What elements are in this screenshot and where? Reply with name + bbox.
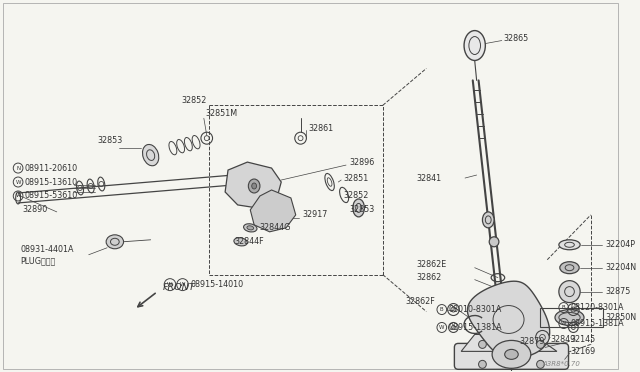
Circle shape xyxy=(479,340,486,349)
Ellipse shape xyxy=(143,144,159,166)
Text: 08911-20610: 08911-20610 xyxy=(25,164,78,173)
Text: N: N xyxy=(16,166,20,171)
Text: 32844G: 32844G xyxy=(259,223,291,232)
Text: B: B xyxy=(440,307,444,312)
Ellipse shape xyxy=(244,224,257,232)
Text: 08931-4401A: 08931-4401A xyxy=(20,245,74,254)
Circle shape xyxy=(536,330,549,344)
Text: W: W xyxy=(15,193,21,199)
Polygon shape xyxy=(225,162,281,208)
Polygon shape xyxy=(461,334,557,352)
Text: 32851: 32851 xyxy=(343,173,369,183)
Text: 32853: 32853 xyxy=(349,205,374,214)
Ellipse shape xyxy=(234,238,247,246)
Polygon shape xyxy=(467,281,550,358)
Text: 32865: 32865 xyxy=(504,34,529,43)
Text: 32862: 32862 xyxy=(417,273,442,282)
Text: 32145: 32145 xyxy=(570,335,596,344)
Text: 32851M: 32851M xyxy=(205,109,237,118)
Text: 08915-1381A: 08915-1381A xyxy=(449,323,502,332)
Text: W: W xyxy=(15,180,21,185)
Ellipse shape xyxy=(559,240,580,250)
Text: FRONT: FRONT xyxy=(163,283,196,292)
Ellipse shape xyxy=(505,349,518,359)
Text: 08915-53610: 08915-53610 xyxy=(25,192,78,201)
Text: W: W xyxy=(167,282,173,287)
Circle shape xyxy=(536,340,545,349)
Text: 32853: 32853 xyxy=(97,136,123,145)
Text: 32852: 32852 xyxy=(182,96,207,105)
Text: PLUGプラグ: PLUGプラグ xyxy=(20,256,55,265)
Text: 08915-1381A: 08915-1381A xyxy=(570,319,624,328)
Polygon shape xyxy=(250,190,296,232)
Circle shape xyxy=(503,341,518,357)
Text: 32875: 32875 xyxy=(605,287,630,296)
Ellipse shape xyxy=(560,262,579,274)
Text: W: W xyxy=(180,282,186,287)
Text: 08120-8301A: 08120-8301A xyxy=(570,303,624,312)
Circle shape xyxy=(536,360,545,368)
Circle shape xyxy=(479,360,486,368)
Ellipse shape xyxy=(555,310,584,326)
Text: 32917: 32917 xyxy=(303,211,328,219)
Text: 32841: 32841 xyxy=(417,173,442,183)
Text: 08010-8301A: 08010-8301A xyxy=(449,305,502,314)
Ellipse shape xyxy=(489,237,499,247)
Text: 08915-13610: 08915-13610 xyxy=(25,177,78,186)
Text: 32879: 32879 xyxy=(519,337,545,346)
Text: 32844F: 32844F xyxy=(235,237,264,246)
Text: 32896: 32896 xyxy=(349,158,374,167)
Text: 32862F: 32862F xyxy=(405,297,435,306)
Text: 32861: 32861 xyxy=(308,124,333,133)
Ellipse shape xyxy=(106,235,124,249)
Text: 32204P: 32204P xyxy=(605,240,636,249)
Ellipse shape xyxy=(247,226,253,230)
Ellipse shape xyxy=(483,212,494,228)
Text: W: W xyxy=(439,325,445,330)
Text: 32862E: 32862E xyxy=(417,260,447,269)
Ellipse shape xyxy=(464,31,485,61)
Text: 32890: 32890 xyxy=(22,205,47,214)
Ellipse shape xyxy=(248,179,260,193)
FancyBboxPatch shape xyxy=(454,343,568,369)
Text: B: B xyxy=(562,305,566,310)
Text: 32204N: 32204N xyxy=(605,263,636,272)
Circle shape xyxy=(559,280,580,302)
Text: 32169: 32169 xyxy=(570,347,596,356)
Text: W: W xyxy=(561,321,566,326)
Text: 32850N: 32850N xyxy=(605,313,636,322)
Text: 08915-14010: 08915-14010 xyxy=(190,280,243,289)
Ellipse shape xyxy=(252,183,257,189)
Ellipse shape xyxy=(492,340,531,368)
Text: 32849: 32849 xyxy=(550,335,575,344)
Text: 32852: 32852 xyxy=(343,192,369,201)
Text: A3R8*0.70: A3R8*0.70 xyxy=(543,361,580,367)
Ellipse shape xyxy=(353,199,364,217)
